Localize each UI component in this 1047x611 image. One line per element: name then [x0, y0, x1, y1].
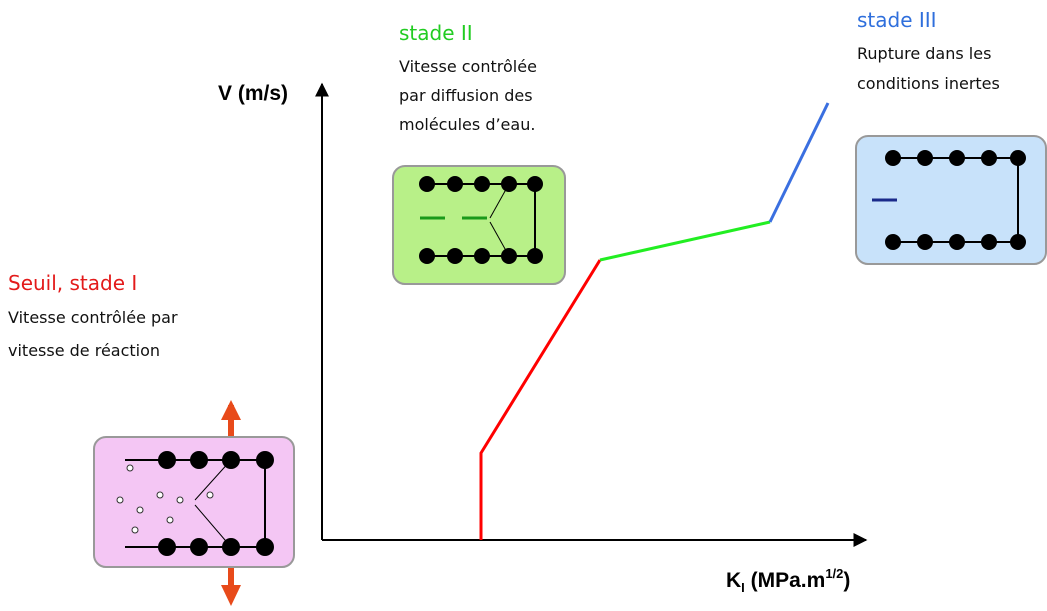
stage-3-line: Rupture dans les [857, 44, 991, 63]
stage-2-line: molécules d’eau. [399, 115, 535, 134]
stage-3-title: stade III [857, 8, 937, 32]
x-close: ) [843, 569, 850, 592]
stage-2-icon [392, 165, 566, 285]
y-axis-label: V (m/s) [218, 82, 288, 105]
stage-3-icon [855, 135, 1047, 265]
stage-1-curve [479, 259, 602, 540]
stage-1-icon [93, 400, 295, 606]
stage-2-title: stade II [399, 21, 473, 45]
x-symbol: K [726, 569, 741, 592]
stage-1-line: Vitesse contrôlée par [8, 308, 178, 327]
stage-2-line: Vitesse contrôlée [399, 57, 537, 76]
x-subscript: I [741, 580, 745, 595]
stage-1-line: vitesse de réaction [8, 341, 160, 360]
stage-3-line: conditions inertes [857, 74, 1000, 93]
x-exponent: 1/2 [825, 566, 843, 581]
stage-1-title: Seuil, stade I [8, 271, 137, 295]
stage-2-curve [599, 220, 771, 262]
stage-2-line: par diffusion des [399, 86, 533, 105]
stage-3-curve [768, 102, 830, 223]
x-axis-label: KI (MPa.m1/2) [726, 566, 850, 595]
x-unit: (MPa.m [745, 569, 826, 592]
